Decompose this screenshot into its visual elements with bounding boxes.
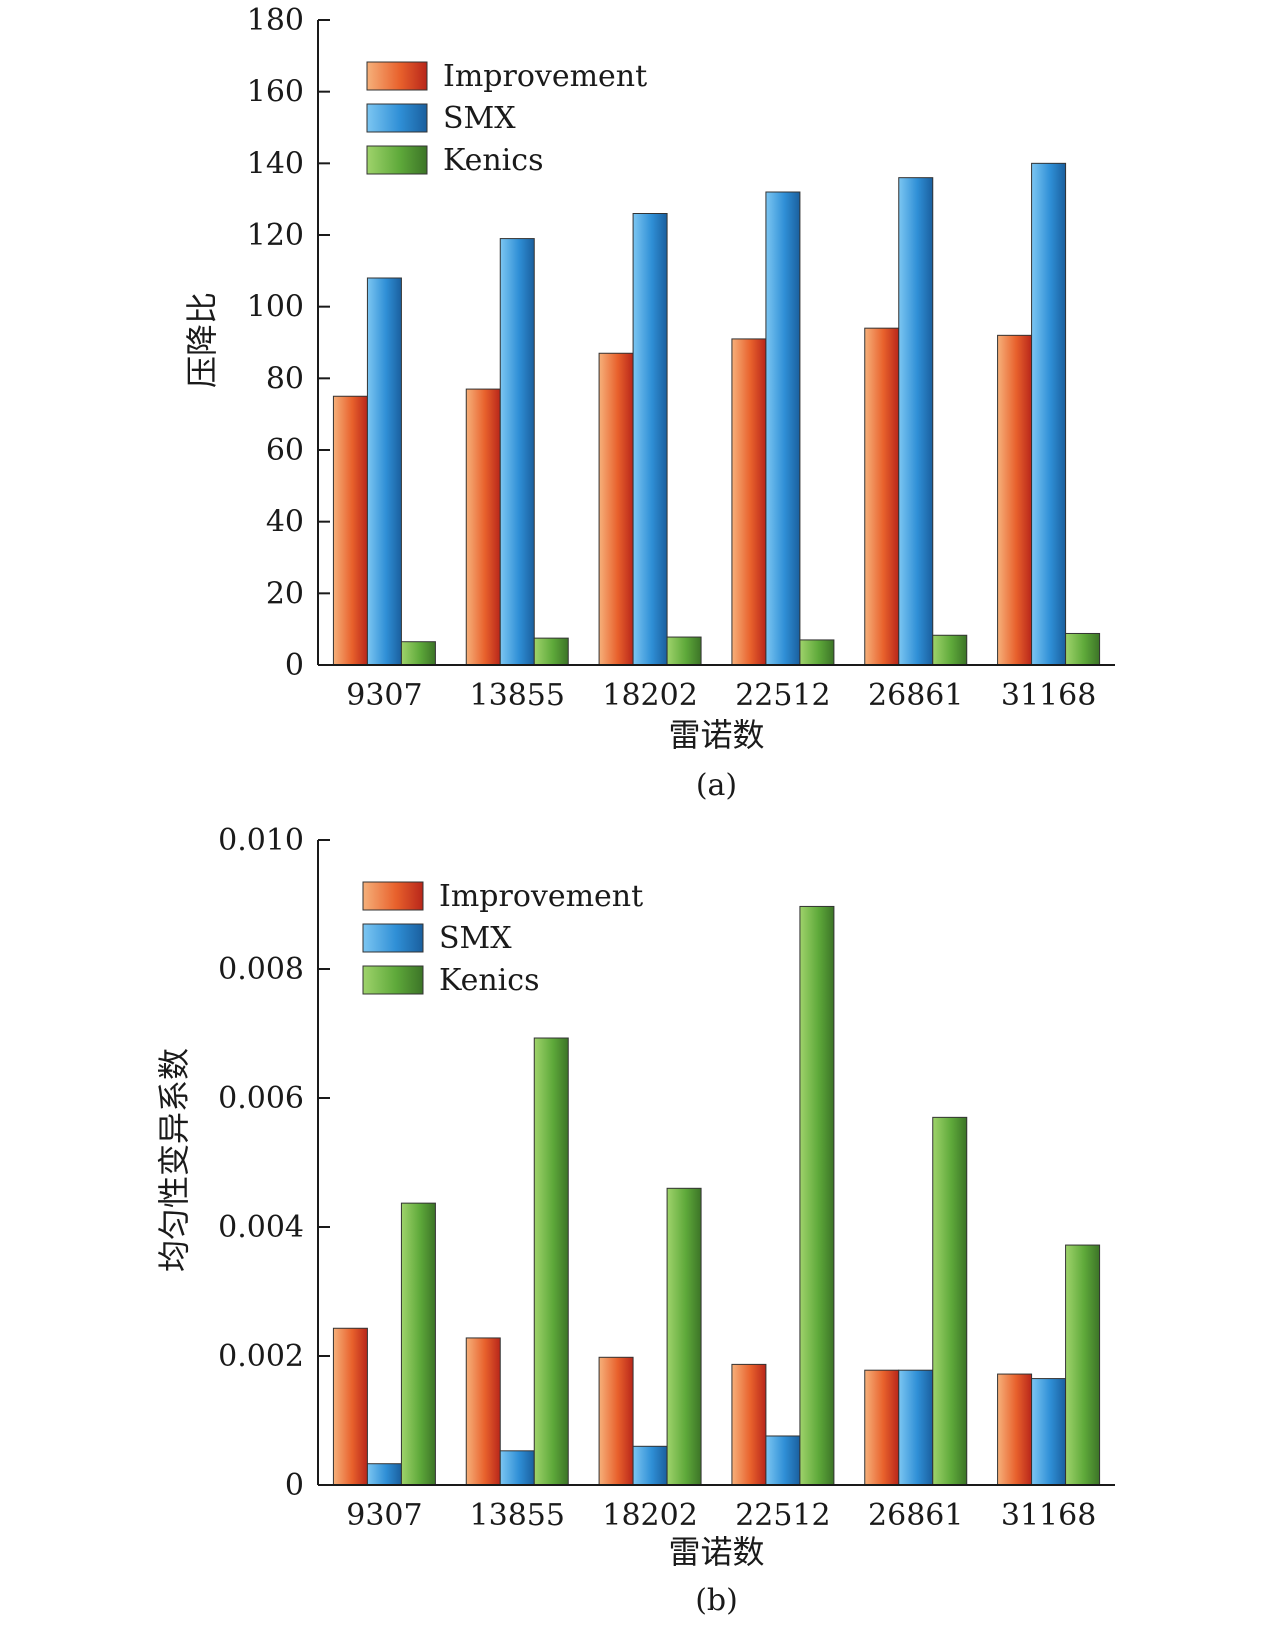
bars-layer — [332, 162, 1101, 666]
bar-smx-26861 — [898, 1369, 934, 1486]
bar-improvement-31168 — [997, 334, 1033, 666]
bar-kenics-18202 — [666, 636, 702, 666]
axes-layer: 0 20 40 60 80 100 120 140 160 180 9307 13855 18202 22… — [247, 3, 1115, 713]
y-tick-label: 80 — [266, 361, 304, 396]
bar-improvement-22512 — [731, 1363, 767, 1486]
panel-caption: (a) — [696, 768, 737, 803]
bar-kenics-26861 — [932, 1116, 968, 1486]
x-tick-label: 26861 — [868, 1498, 963, 1533]
bar-improvement-9307 — [332, 1327, 368, 1486]
bar-kenics-13855 — [533, 1037, 569, 1486]
x-tick-label: 18202 — [602, 678, 697, 713]
bar-smx-9307 — [366, 1463, 402, 1486]
legend-label-smx: SMX — [439, 921, 512, 956]
bar-kenics-31168 — [1065, 632, 1101, 666]
legend-swatch-kenics — [362, 965, 424, 995]
bar-kenics-18202 — [666, 1187, 702, 1486]
bar-smx-31168 — [1031, 162, 1067, 666]
y-tick-label: 180 — [247, 3, 304, 38]
x-tick-label: 9307 — [346, 678, 422, 713]
y-tick-label: 0.004 — [218, 1210, 304, 1245]
y-axis-title: 压降比 — [183, 292, 221, 388]
bar-smx-22512 — [765, 191, 801, 666]
bar-smx-22512 — [765, 1435, 801, 1486]
legend-swatch-improvement — [366, 61, 428, 91]
x-tick-label: 22512 — [735, 1498, 830, 1533]
legend-swatch-smx — [362, 923, 424, 953]
y-tick-label: 120 — [247, 218, 304, 253]
bar-smx-9307 — [366, 277, 402, 666]
bar-improvement-9307 — [332, 395, 368, 666]
y-tick-label: 60 — [266, 433, 304, 468]
legend-swatch-smx — [366, 103, 428, 133]
panel-caption: (b) — [695, 1583, 738, 1618]
x-tick-label: 18202 — [602, 1498, 697, 1533]
bar-improvement-18202 — [598, 352, 634, 666]
x-tick-label: 31168 — [1001, 1498, 1096, 1533]
x-tick-label: 22512 — [735, 678, 830, 713]
legend-swatch-improvement — [362, 881, 424, 911]
y-tick-label: 0.008 — [218, 952, 304, 987]
bar-smx-13855 — [499, 1450, 535, 1486]
y-tick-label: 0.010 — [218, 823, 304, 858]
y-tick-label: 20 — [266, 576, 304, 611]
legend: Improvement SMX Kenics — [366, 59, 647, 178]
y-tick-label: 0.002 — [218, 1339, 304, 1374]
bar-smx-31168 — [1031, 1378, 1067, 1486]
x-tick-label: 9307 — [346, 1498, 422, 1533]
bar-smx-26861 — [898, 177, 934, 666]
bar-improvement-31168 — [997, 1373, 1033, 1486]
x-tick-label: 13855 — [470, 1498, 565, 1533]
legend: Improvement SMX Kenics — [362, 879, 643, 998]
chart-panel-b: 0 0.002 0.004 0.006 0.008 0.010 9307 13855 18202… — [155, 823, 1115, 1618]
bar-kenics-26861 — [932, 634, 968, 666]
y-tick-label: 0.006 — [218, 1081, 304, 1116]
x-tick-label: 31168 — [1001, 678, 1096, 713]
y-tick-label: 0 — [285, 1468, 304, 1503]
y-tick-label: 100 — [247, 290, 304, 325]
x-axis-title: 雷诺数 — [668, 716, 764, 754]
bar-kenics-13855 — [533, 637, 569, 666]
bar-kenics-22512 — [799, 639, 835, 666]
bar-improvement-13855 — [465, 388, 501, 666]
y-tick-label: 160 — [247, 75, 304, 110]
bars-layer — [332, 905, 1101, 1486]
y-tick-label: 140 — [247, 146, 304, 181]
bar-improvement-26861 — [864, 327, 900, 666]
chart-panel-a: 0 20 40 60 80 100 120 140 160 180 9307 13855 18202 22… — [183, 3, 1115, 803]
bar-improvement-22512 — [731, 338, 767, 666]
x-axis-title: 雷诺数 — [668, 1533, 764, 1571]
legend-label-kenics: Kenics — [439, 963, 539, 998]
bar-improvement-26861 — [864, 1369, 900, 1486]
bar-kenics-9307 — [400, 641, 436, 666]
x-tick-label: 13855 — [470, 678, 565, 713]
bar-smx-13855 — [499, 238, 535, 666]
legend-label-smx: SMX — [443, 101, 516, 136]
bar-kenics-9307 — [400, 1202, 436, 1486]
bar-kenics-31168 — [1065, 1244, 1101, 1486]
x-tick-label: 26861 — [868, 678, 963, 713]
legend-label-improvement: Improvement — [443, 59, 647, 94]
bar-smx-18202 — [632, 1445, 668, 1486]
legend-swatch-kenics — [366, 145, 428, 175]
axes-layer: 0 0.002 0.004 0.006 0.008 0.010 9307 13855 18202… — [218, 823, 1115, 1533]
legend-label-improvement: Improvement — [439, 879, 643, 914]
bar-smx-18202 — [632, 213, 668, 666]
y-axis-title: 均匀性变异系数 — [155, 1048, 193, 1272]
bar-kenics-22512 — [799, 905, 835, 1486]
legend-label-kenics: Kenics — [443, 143, 543, 178]
bar-improvement-18202 — [598, 1356, 634, 1486]
y-tick-label: 40 — [266, 505, 304, 540]
bar-improvement-13855 — [465, 1337, 501, 1486]
y-tick-label: 0 — [285, 648, 304, 683]
